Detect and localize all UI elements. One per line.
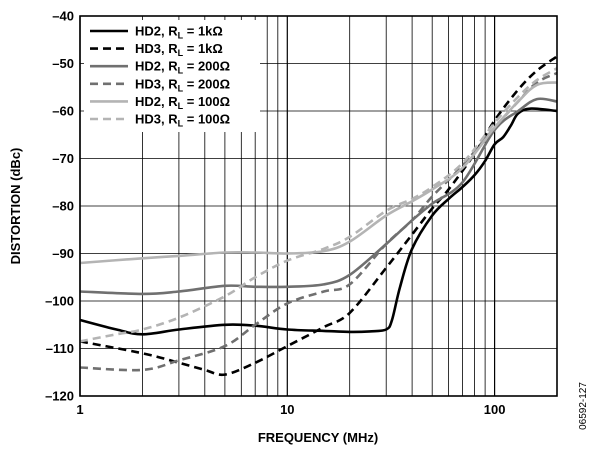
- series-line-2: [79, 55, 558, 377]
- y-tick-label: –40: [52, 9, 74, 24]
- y-tick-label: –100: [45, 294, 74, 309]
- legend-label-tail: = 100Ω: [183, 112, 230, 127]
- y-tick-label: –120: [45, 389, 74, 404]
- y-tick-label: –50: [52, 56, 74, 71]
- figure-id: 06592-127: [578, 382, 589, 430]
- legend-label-3: HD2, RL = 200Ω: [135, 59, 230, 76]
- legend-label-4: HD3, RL = 200Ω: [135, 76, 230, 93]
- x-tick-label: 100: [484, 402, 506, 417]
- y-tick-label: –90: [52, 246, 74, 261]
- legend-label-subscript: L: [178, 119, 184, 129]
- legend-label-tail: = 100Ω: [183, 94, 230, 109]
- y-tick-label: –60: [52, 104, 74, 119]
- series-line-6: [79, 67, 558, 343]
- legend-label-6: HD3, RL = 100Ω: [135, 112, 230, 129]
- x-tick-labels: 1 10 100: [76, 402, 505, 417]
- series-layer: [79, 55, 558, 377]
- legend-label-main: HD2, R: [135, 94, 178, 109]
- legend-label-2: HD3, RL = 1kΩ: [135, 41, 223, 58]
- legend-label-tail: = 200Ω: [183, 59, 230, 74]
- legend-label-main: HD3, R: [135, 41, 178, 56]
- legend-label-5: HD2, RL = 100Ω: [135, 94, 230, 111]
- legend-label-main: HD2, R: [135, 24, 178, 39]
- x-tick-label: 1: [76, 402, 83, 417]
- legend-label-main: HD2, R: [135, 59, 178, 74]
- legend-label-1: HD2, RL = 1kΩ: [135, 24, 223, 41]
- y-tick-labels: –120 –110 –100 –90 –80 –70 –60 –50 –40: [45, 9, 74, 404]
- legend-label-main: HD3, R: [135, 76, 178, 91]
- plot-frame: [79, 15, 558, 397]
- y-tick-label: –70: [52, 151, 74, 166]
- series-line-3: [79, 97, 558, 296]
- legend-label-subscript: L: [178, 66, 184, 76]
- legend-box: [84, 20, 260, 132]
- legend-label-main: HD3, R: [135, 112, 178, 127]
- legend-label-tail: = 1kΩ: [183, 41, 223, 56]
- series-line-1: [79, 107, 558, 336]
- x-tick-label: 10: [280, 402, 294, 417]
- y-axis-title: DISTORTION (dBc): [8, 148, 23, 265]
- legend-label-subscript: L: [178, 31, 184, 41]
- x-axis-title: FREQUENCY (MHz): [258, 430, 378, 445]
- series-line-5: [79, 81, 558, 265]
- legend-label-tail: = 200Ω: [183, 76, 230, 91]
- legend-label-subscript: L: [178, 83, 184, 93]
- legend-label-subscript: L: [178, 101, 184, 111]
- y-tick-label: –80: [52, 199, 74, 214]
- legend-label-tail: = 1kΩ: [183, 24, 223, 39]
- legend-label-subscript: L: [178, 48, 184, 58]
- y-tick-label: –110: [46, 341, 74, 356]
